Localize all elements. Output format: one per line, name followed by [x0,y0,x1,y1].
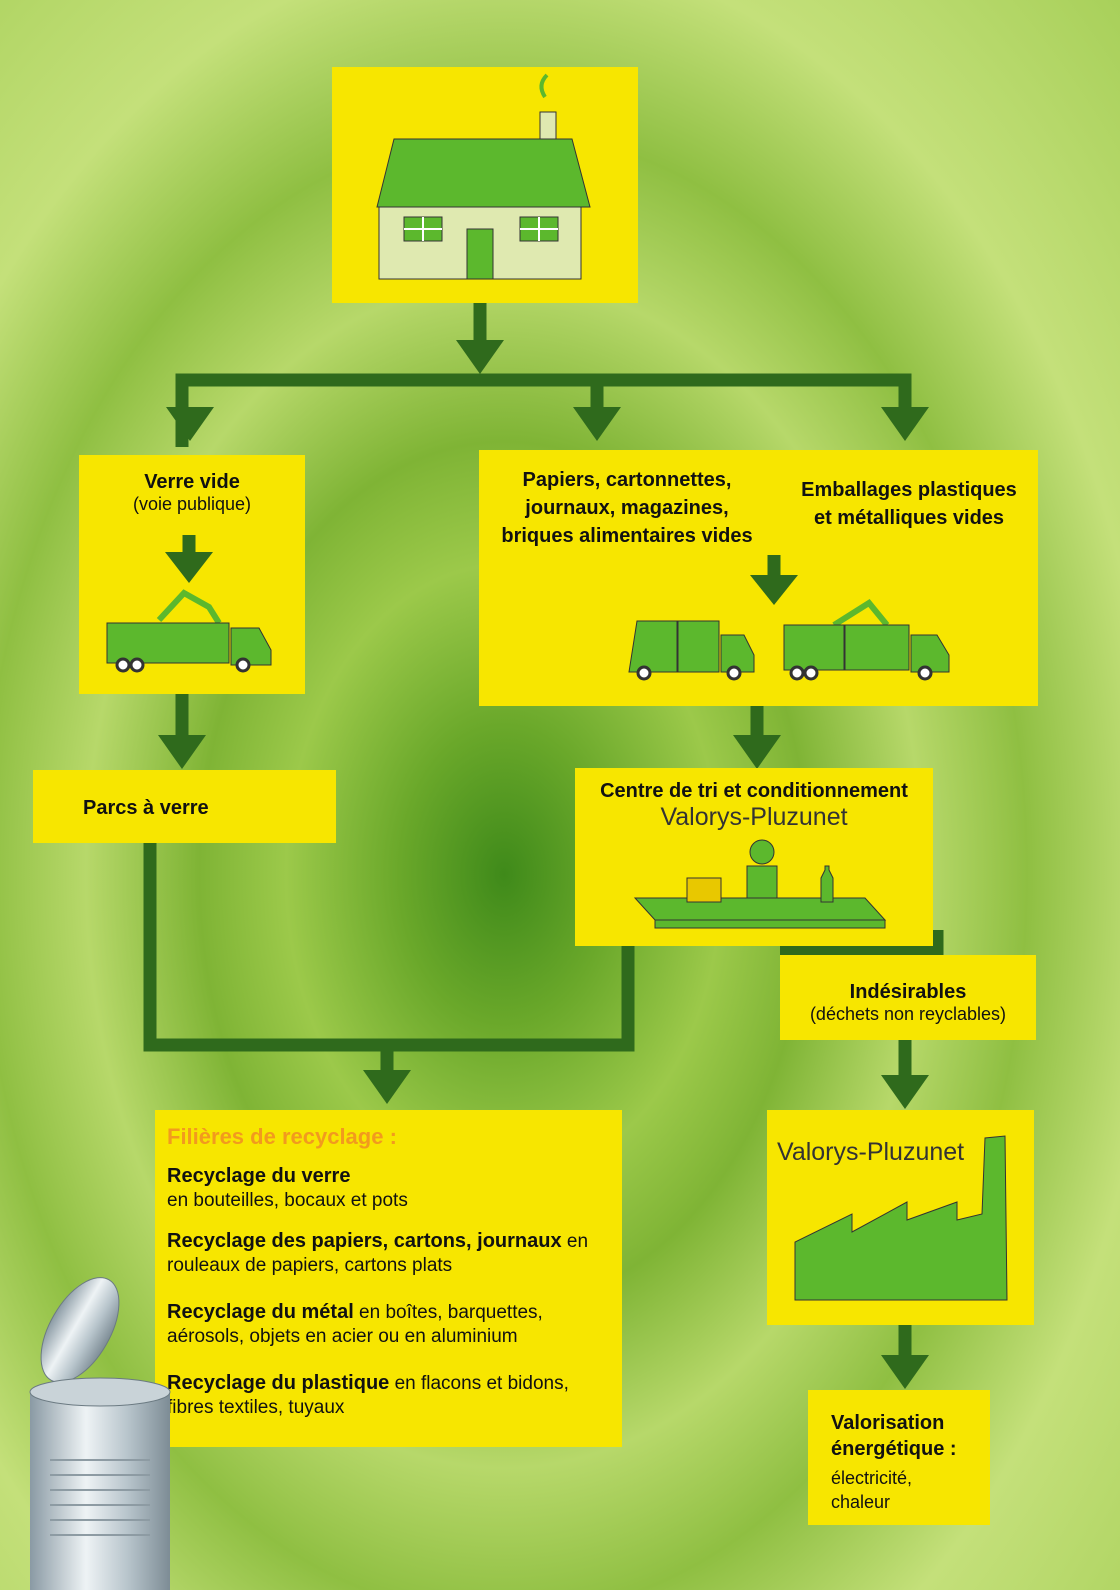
trucks [479,555,1038,695]
house-icon [332,67,638,303]
verre-subtitle: (voie publique) [79,494,305,515]
emballages-line: et métalliques vides [779,504,1039,532]
emballages-text: Emballages plastiques et métalliques vid… [779,476,1039,532]
page: Verre vide (voie publique) Papiers, cart… [0,0,1120,1590]
valorisation-box: Valorisation énergétique : électricité, … [808,1390,990,1525]
house-box [332,67,638,303]
indesirables-title: Indésirables [780,981,1036,1004]
valorisation-title-line: Valorisation [831,1410,957,1436]
filiere-text: en bouteilles, bocaux et pots [167,1189,610,1213]
valorisation-title-line: énergétique : [831,1436,957,1462]
filieres-box: Filières de recyclage : Recyclage du ver… [155,1110,622,1447]
papiers-line: Papiers, cartonnettes, [487,466,767,494]
papiers-line: briques alimentaires vides [487,522,767,550]
filiere-item: Recyclage des papiers, cartons, journaux… [167,1229,597,1278]
valorisation-line: chaleur [831,1490,912,1514]
emballages-line: Emballages plastiques [779,476,1039,504]
verre-box: Verre vide (voie publique) [79,455,305,694]
centre-box: Centre de tri et conditionnement Valorys… [575,768,933,946]
verre-icons [79,525,305,695]
tin-can [10,1270,190,1590]
indesirables-box: Indésirables (déchets non reyclables) [780,955,1036,1040]
filiere-bold: Recyclage des papiers, cartons, journaux [167,1230,562,1252]
usine-name: Valorys-Pluzunet [777,1138,964,1167]
valorisation-line: électricité, [831,1466,912,1490]
valorisation-text: électricité, chaleur [831,1466,912,1514]
filiere-item: Recyclage du métal en boîtes, barquettes… [167,1300,567,1349]
collecte-box: Papiers, cartonnettes, journaux, magazin… [479,450,1038,706]
parcs-box: Parcs à verre [33,770,336,843]
filiere-bold: Recyclage du plastique [167,1372,389,1394]
filiere-item: Recyclage du plastique en flacons et bid… [167,1371,592,1420]
indesirables-subtitle: (déchets non reyclables) [780,1004,1036,1025]
centre-name: Valorys-Pluzunet [575,803,933,832]
filiere-item: Recyclage du verre en bouteilles, bocaux… [167,1164,610,1213]
filieres-title: Filières de recyclage : [167,1124,610,1150]
filiere-bold: Recyclage du verre [167,1165,350,1187]
usine-box: Valorys-Pluzunet [767,1110,1034,1325]
filiere-bold: Recyclage du métal [167,1301,354,1323]
papiers-text: Papiers, cartonnettes, journaux, magazin… [487,466,767,550]
parcs-title: Parcs à verre [83,797,209,820]
sorting-icon [575,838,933,938]
verre-title: Verre vide [79,471,305,494]
papiers-line: journaux, magazines, [487,494,767,522]
valorisation-title: Valorisation énergétique : [831,1410,957,1462]
centre-title: Centre de tri et conditionnement [575,780,933,803]
